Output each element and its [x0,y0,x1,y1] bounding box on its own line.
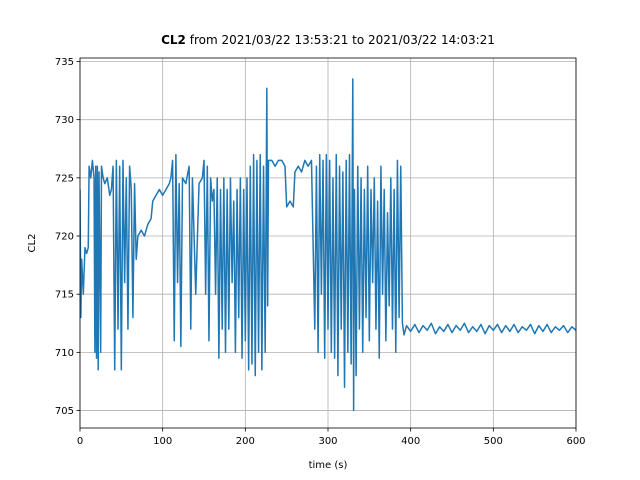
y-tick-label: 730 [55,115,74,126]
data-line [80,78,576,412]
x-tick-label: 100 [153,436,172,447]
y-tick-label: 715 [55,290,74,301]
title-rest: from 2021/03/22 13:53:21 to 2021/03/22 1… [190,33,495,47]
y-tick-label: 710 [55,348,74,359]
x-tick-label: 500 [484,436,503,447]
x-tick-label: 400 [401,436,420,447]
x-tick-label: 200 [236,436,255,447]
title-bold: CL2 [161,33,186,47]
x-tick-label: 0 [77,436,83,447]
y-tick-label: 720 [55,232,74,243]
y-tick-label: 735 [55,57,74,68]
y-tick-label: 725 [55,173,74,184]
y-tick-label: 705 [55,406,74,417]
chart-title: CL2 from 2021/03/22 13:53:21 to 2021/03/… [161,33,495,47]
x-tick-label: 300 [318,436,337,447]
x-tick-label: 600 [566,436,585,447]
y-axis-label: CL2 [27,234,38,253]
x-axis-label: time (s) [309,460,348,471]
